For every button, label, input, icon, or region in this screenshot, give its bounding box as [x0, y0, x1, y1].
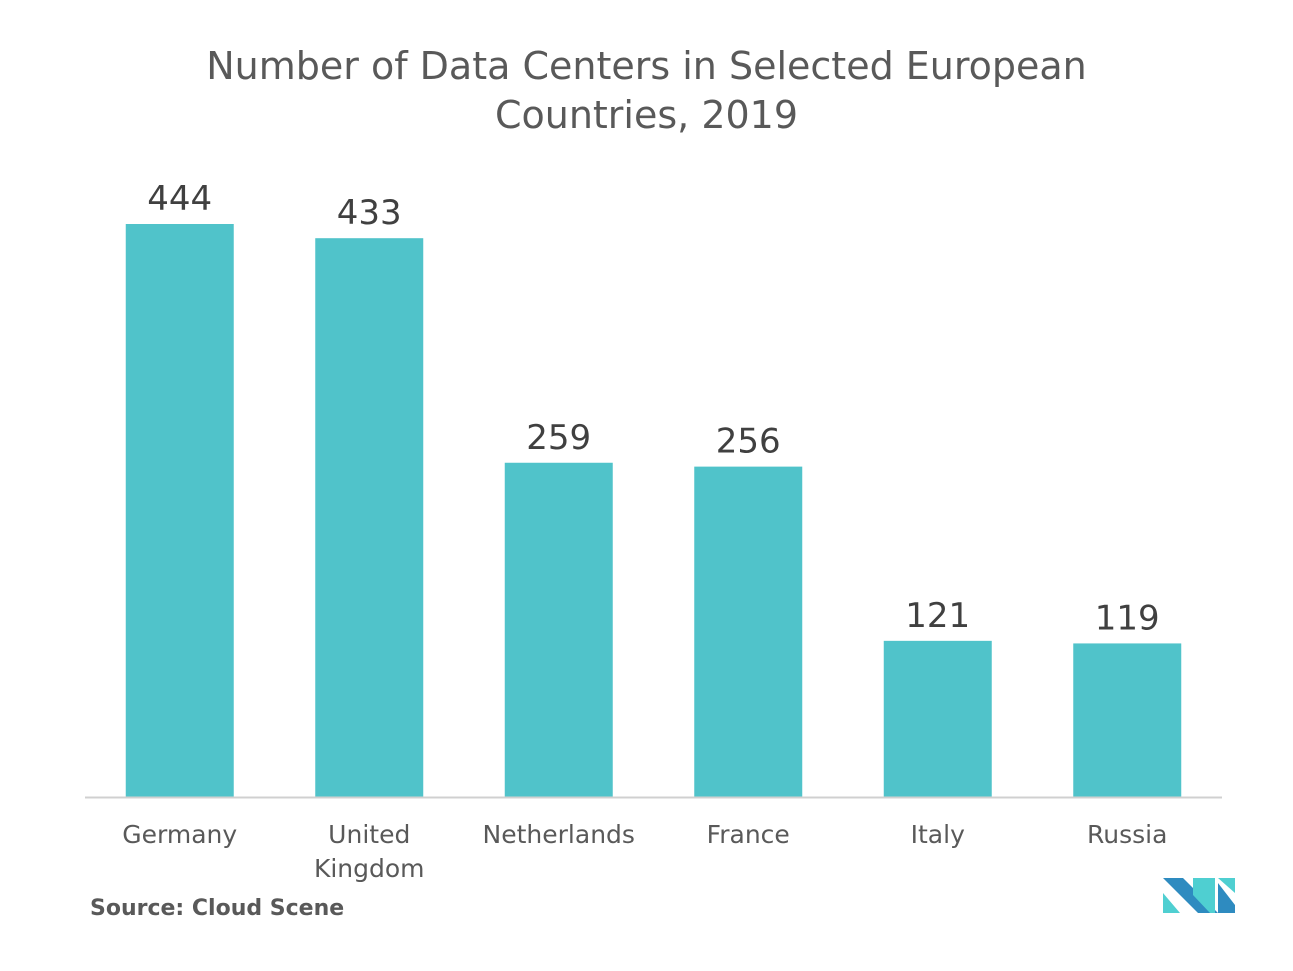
data-label: 121 — [905, 596, 970, 636]
x-tick-label: United — [328, 820, 410, 849]
data-label: 259 — [526, 418, 591, 458]
x-tick-label: Italy — [911, 820, 965, 849]
bar — [694, 466, 803, 797]
bar — [1073, 643, 1182, 797]
data-label: 433 — [337, 193, 402, 233]
x-tick-label: France — [707, 820, 790, 849]
chart-title-line: Countries, 2019 — [494, 93, 799, 137]
data-label: 444 — [147, 179, 212, 219]
data-label: 256 — [716, 422, 781, 462]
x-tick-label: Russia — [1087, 820, 1167, 849]
x-tick-label: Kingdom — [314, 854, 425, 883]
bar — [504, 462, 613, 797]
x-tick-label: Germany — [122, 820, 237, 849]
bar — [883, 640, 992, 797]
bar — [315, 238, 424, 798]
chart-title-line: Number of Data Centers in Selected Europ… — [206, 44, 1087, 88]
chart-title: Number of Data Centers in Selected Europ… — [0, 42, 1293, 140]
bar — [125, 224, 234, 797]
source-note: Source: Cloud Scene — [90, 896, 345, 921]
data-label: 119 — [1095, 598, 1160, 638]
x-tick-label: Netherlands — [483, 820, 635, 849]
